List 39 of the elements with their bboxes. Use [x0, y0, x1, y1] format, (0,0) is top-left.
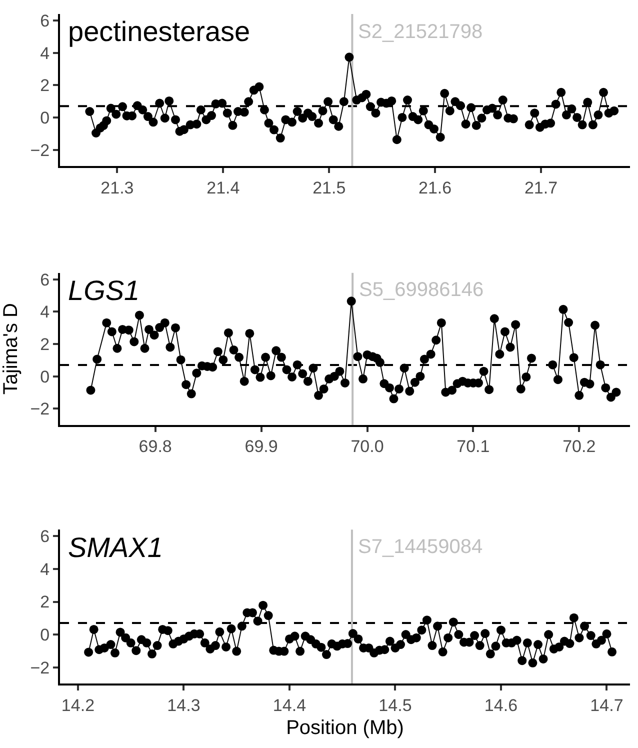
x-tick-label: 70.2	[562, 437, 596, 456]
x-tick-label: 21.4	[206, 178, 240, 198]
x-tick-label: 21.7	[524, 178, 558, 198]
y-tick-label: 6	[40, 11, 50, 30]
y-tick-label: 0	[40, 367, 50, 386]
ref-line-label: S7_14459084	[358, 536, 483, 558]
x-tick-label: 14.6	[484, 696, 518, 716]
chart-title: SMAX1	[68, 532, 163, 563]
y-tick-label: 2	[40, 592, 50, 612]
y-tick-label: 6	[40, 270, 50, 290]
x-tick-label: 14.4	[272, 696, 306, 716]
x-tick-label: 21.3	[100, 178, 134, 198]
y-tick-label: 4	[40, 302, 50, 322]
y-tick-label: 2	[40, 76, 50, 96]
ref-line-label: S5_69986146	[359, 279, 484, 301]
y-tick-label: 4	[40, 560, 50, 579]
y-tick-label: 0	[40, 108, 50, 128]
x-tick-label: 21.6	[418, 178, 452, 198]
x-tick-label: 70.0	[350, 437, 384, 456]
x-tick-label: 14.3	[167, 696, 200, 716]
x-tick-label: 69.9	[244, 437, 278, 456]
y-tick-label: −2	[30, 658, 50, 678]
x-tick-label: 21.5	[312, 178, 346, 198]
y-axis-title: Tajima's D	[0, 303, 22, 395]
x-tick-label: 69.8	[138, 437, 172, 456]
x-tick-label: 14.5	[378, 696, 412, 716]
x-tick-label: 70.1	[456, 437, 490, 456]
x-axis-title: Position (Mb)	[286, 717, 404, 740]
chart-title: pectinesterase	[68, 16, 250, 47]
y-tick-label: −2	[30, 400, 50, 419]
chart-title: LGS1	[68, 275, 140, 306]
ref-line-label: S2_21521798	[358, 21, 483, 43]
y-tick-label: 4	[40, 44, 50, 63]
x-tick-label: 14.2	[61, 696, 95, 716]
y-tick-label: 6	[40, 527, 50, 546]
y-tick-label: 2	[40, 334, 50, 354]
x-tick-label: 14.7	[590, 696, 624, 716]
y-tick-label: 0	[40, 625, 50, 644]
y-tick-label: −2	[30, 140, 50, 160]
